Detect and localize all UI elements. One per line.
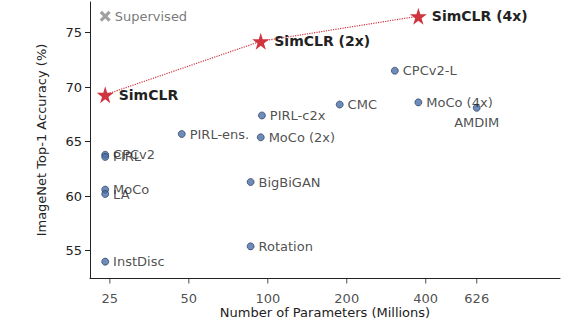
- svg-text:MoCo (2x): MoCo (2x): [269, 130, 335, 145]
- svg-text:65: 65: [65, 134, 82, 149]
- svg-text:InstDisc: InstDisc: [113, 254, 165, 269]
- svg-text:MoCo (4x): MoCo (4x): [426, 95, 492, 110]
- svg-text:MoCo: MoCo: [113, 182, 150, 198]
- svg-text:Supervised: Supervised: [115, 9, 187, 24]
- svg-text:CMC: CMC: [348, 97, 377, 112]
- svg-text:400: 400: [413, 291, 438, 306]
- svg-text:50: 50: [181, 291, 198, 306]
- svg-text:75: 75: [65, 25, 82, 40]
- svg-text:PIRL-ens.: PIRL-ens.: [190, 127, 250, 142]
- svg-text:55: 55: [65, 243, 82, 258]
- svg-text:PIRL-c2x: PIRL-c2x: [270, 108, 326, 123]
- svg-text:626: 626: [464, 291, 489, 306]
- svg-text:60: 60: [65, 189, 82, 204]
- svg-text:SimCLR (4x): SimCLR (4x): [432, 8, 528, 24]
- svg-text:LA: LA: [113, 187, 130, 202]
- svg-text:PIRL: PIRL: [113, 149, 142, 164]
- svg-text:ImageNet Top-1 Accuracy (%): ImageNet Top-1 Accuracy (%): [34, 44, 49, 237]
- svg-text:Number of Parameters (Millions: Number of Parameters (Millions): [220, 305, 430, 320]
- svg-text:CPCv2-L: CPCv2-L: [403, 63, 458, 78]
- svg-text:70: 70: [65, 80, 82, 95]
- svg-text:100: 100: [255, 291, 280, 306]
- svg-text:SimCLR (2x): SimCLR (2x): [274, 33, 370, 49]
- svg-text:SimCLR: SimCLR: [119, 87, 179, 103]
- svg-text:Rotation: Rotation: [259, 239, 313, 254]
- svg-text:200: 200: [334, 291, 359, 306]
- svg-text:BigBiGAN: BigBiGAN: [259, 175, 321, 190]
- svg-text:AMDIM: AMDIM: [454, 115, 499, 130]
- svg-text:25: 25: [102, 291, 119, 306]
